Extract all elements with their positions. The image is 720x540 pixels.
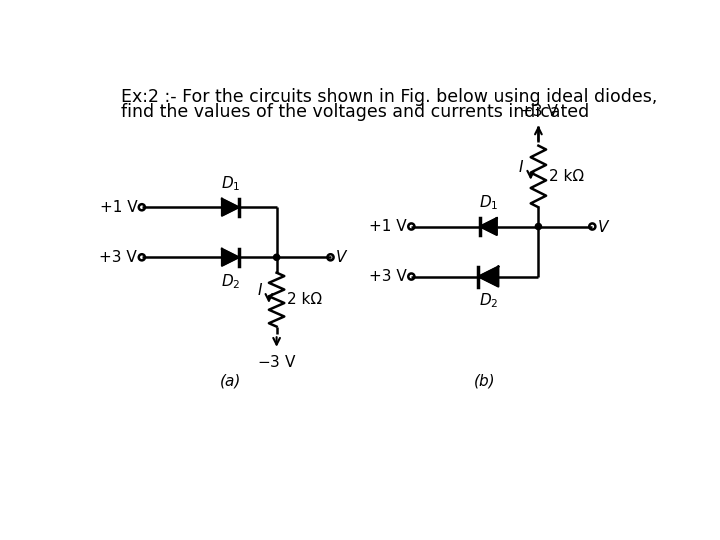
- Text: $V$: $V$: [335, 249, 348, 265]
- Text: 2 kΩ: 2 kΩ: [549, 169, 585, 184]
- Text: 2 kΩ: 2 kΩ: [287, 292, 323, 307]
- Text: (b): (b): [474, 373, 495, 388]
- Text: +3 V: +3 V: [520, 104, 557, 119]
- Text: $D_2$: $D_2$: [221, 272, 240, 291]
- Text: $D_2$: $D_2$: [479, 291, 498, 310]
- Text: $I$: $I$: [256, 282, 263, 299]
- Circle shape: [535, 224, 541, 230]
- Text: $I$: $I$: [518, 159, 525, 175]
- Text: (a): (a): [220, 373, 241, 388]
- Text: $D_1$: $D_1$: [220, 174, 240, 193]
- Text: +1 V: +1 V: [99, 200, 138, 215]
- Text: +3 V: +3 V: [369, 269, 407, 284]
- Polygon shape: [222, 249, 239, 266]
- Text: find the values of the voltages and currents indicated: find the values of the voltages and curr…: [121, 103, 589, 122]
- Circle shape: [274, 254, 279, 260]
- Polygon shape: [480, 218, 497, 235]
- Text: +3 V: +3 V: [99, 250, 138, 265]
- Text: $D_1$: $D_1$: [479, 193, 498, 212]
- Text: Ex:2 :- For the circuits shown in Fig. below using ideal diodes,: Ex:2 :- For the circuits shown in Fig. b…: [121, 88, 657, 106]
- Text: +1 V: +1 V: [369, 219, 407, 234]
- Text: $-3\ \mathrm{V}$: $-3\ \mathrm{V}$: [257, 354, 297, 370]
- Polygon shape: [478, 267, 498, 287]
- Polygon shape: [222, 199, 239, 215]
- Text: $V$: $V$: [597, 219, 611, 234]
